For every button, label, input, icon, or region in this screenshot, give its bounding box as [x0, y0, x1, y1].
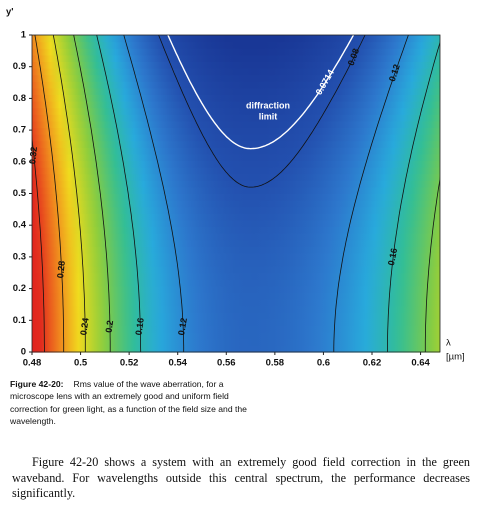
annotation: diffraction: [246, 100, 290, 110]
contour-label: 0.16: [386, 247, 399, 266]
contour-line: [158, 35, 366, 188]
color-field: [32, 332, 440, 340]
y-tick-label: 0: [21, 347, 26, 358]
color-field: [32, 272, 440, 280]
color-field: [32, 180, 440, 188]
contour-label: 0.16: [134, 317, 146, 336]
x-tick-label: 0.52: [120, 358, 139, 369]
color-field: [32, 173, 440, 181]
color-field: [32, 219, 440, 228]
contour-line: [123, 35, 185, 352]
color-field: [32, 81, 440, 89]
contour-line: [167, 35, 355, 150]
x-tick-label: 0.5: [74, 358, 88, 369]
contour-line: [424, 176, 440, 352]
y-tick-label: 0.8: [13, 93, 26, 104]
color-field: [32, 87, 440, 96]
y-tick-label: 1: [21, 30, 27, 41]
y-tick-label: 0.9: [13, 61, 26, 72]
contour-line: [32, 135, 45, 352]
y-tick-label: 0.6: [13, 156, 26, 167]
x-axis-unit: [µm]: [446, 352, 465, 363]
color-field: [32, 61, 440, 69]
x-tick-label: 0.54: [168, 358, 187, 369]
color-field: [32, 285, 440, 294]
caption-text: Rms value of the wave aberration, for a …: [10, 379, 247, 426]
color-field: [32, 246, 440, 254]
color-field: [32, 206, 440, 214]
body-text: Figure 42-20 shows a system with an extr…: [12, 455, 470, 500]
color-field: [32, 114, 440, 122]
color-field: [32, 325, 440, 333]
x-axis-label: λ: [446, 338, 451, 349]
color-field: [32, 318, 440, 327]
chart: y' λ [µm] 0.320.280.24 0.2 0.16 0.120.120.1…: [6, 7, 480, 369]
color-field: [32, 292, 440, 300]
contour-label: 0.28: [55, 260, 67, 278]
y-tick-label: 0.3: [13, 251, 26, 262]
color-field: [32, 127, 440, 135]
color-field: [32, 338, 440, 346]
x-tick-label: 0.48: [23, 358, 42, 369]
x-tick-label: 0.58: [266, 358, 285, 369]
contour-line: [456, 35, 480, 352]
color-field: [32, 48, 440, 56]
color-field: [32, 101, 440, 109]
contour-line: [52, 35, 86, 352]
color-field: [32, 200, 440, 208]
color-field: [32, 41, 440, 49]
color-field: [32, 239, 440, 247]
contour-label: 0.12: [176, 317, 189, 336]
caption-label: Figure 42-20:: [10, 379, 64, 389]
color-field: [32, 35, 440, 43]
color-field: [32, 252, 440, 261]
y-axis-label: y': [6, 7, 14, 18]
color-field: [32, 147, 440, 155]
x-tick-label: 0.56: [217, 358, 236, 369]
caption: Figure 42-20: Rms value of the wave aberr…: [10, 378, 262, 427]
contour-line: [96, 35, 142, 352]
color-field: [32, 226, 440, 234]
color-field: [32, 259, 440, 267]
color-field: [32, 153, 440, 162]
color-field: [32, 345, 440, 353]
color-field: [32, 160, 440, 168]
color-field: [32, 279, 440, 287]
y-tick-label: 0.5: [13, 188, 27, 199]
color-field: [32, 213, 440, 221]
color-field: [32, 68, 440, 76]
color-field: [32, 186, 440, 195]
y-tick-label: 0.1: [13, 315, 27, 326]
color-field: [32, 54, 440, 63]
contour-line: [387, 40, 440, 352]
contour-line: [73, 35, 111, 352]
color-field: [32, 305, 440, 313]
y-tick-label: 0.7: [13, 125, 26, 136]
color-field: [32, 312, 440, 320]
color-field: [32, 167, 440, 175]
color-field: [32, 299, 440, 307]
annotation: limit: [259, 111, 278, 121]
contour-label: 0.32: [27, 146, 39, 164]
color-field: [32, 266, 440, 274]
color-field: [32, 94, 440, 102]
color-field: [32, 193, 440, 201]
x-tick-label: 0.62: [363, 358, 382, 369]
contour-label: 0.24: [78, 317, 90, 336]
color-field: [32, 107, 440, 115]
contour-label: 0.2: [104, 320, 116, 334]
color-field: [32, 74, 440, 82]
contour-line: [34, 35, 65, 352]
y-tick-label: 0.2: [13, 283, 26, 294]
color-field: [32, 120, 440, 129]
color-field: [32, 233, 440, 241]
color-field: [32, 134, 440, 142]
x-tick-label: 0.6: [317, 358, 330, 369]
contour-line: [333, 35, 409, 352]
y-tick-label: 0.4: [13, 220, 27, 231]
contours: [32, 35, 480, 352]
x-tick-label: 0.64: [411, 358, 430, 369]
